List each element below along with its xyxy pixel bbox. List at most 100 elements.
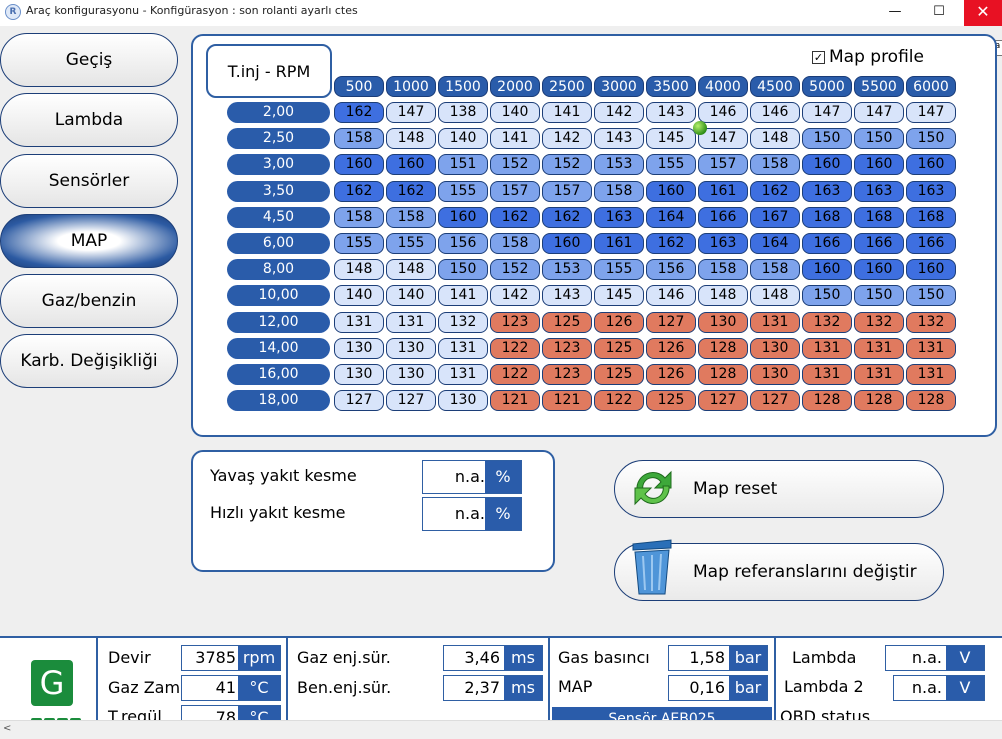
map-cell[interactable]: 131 bbox=[334, 312, 384, 333]
scroll-left-icon[interactable]: < bbox=[3, 723, 12, 734]
map-cell[interactable]: 157 bbox=[542, 181, 592, 202]
map-cell[interactable]: 164 bbox=[750, 233, 800, 254]
map-cell[interactable]: 123 bbox=[542, 364, 592, 385]
map-cell[interactable]: 158 bbox=[334, 128, 384, 149]
map-cell[interactable]: 162 bbox=[334, 181, 384, 202]
map-cell[interactable]: 121 bbox=[542, 390, 592, 411]
map-cell[interactable]: 157 bbox=[490, 181, 540, 202]
map-cell[interactable]: 161 bbox=[594, 233, 644, 254]
map-cell[interactable]: 158 bbox=[490, 233, 540, 254]
map-cell[interactable]: 147 bbox=[802, 102, 852, 123]
nav-item-5[interactable]: Karb. Değişikliği bbox=[0, 334, 178, 388]
map-cell[interactable]: 141 bbox=[542, 102, 592, 123]
map-cell[interactable]: 126 bbox=[594, 312, 644, 333]
map-cell[interactable]: 148 bbox=[750, 128, 800, 149]
map-cell[interactable]: 160 bbox=[802, 259, 852, 280]
map-cell[interactable]: 153 bbox=[594, 154, 644, 175]
map-cell[interactable]: 164 bbox=[646, 207, 696, 228]
map-cell[interactable]: 128 bbox=[698, 364, 748, 385]
map-cell[interactable]: 158 bbox=[334, 207, 384, 228]
map-cell[interactable]: 125 bbox=[542, 312, 592, 333]
checkbox-check-icon[interactable]: ✓ bbox=[812, 51, 825, 64]
map-cell[interactable]: 150 bbox=[906, 128, 956, 149]
map-cell[interactable]: 126 bbox=[646, 338, 696, 359]
change-map-references-button[interactable]: Map referanslarını değiştir bbox=[614, 539, 944, 601]
map-cell[interactable]: 166 bbox=[698, 207, 748, 228]
map-profile-checkbox[interactable]: ✓ Map profile bbox=[812, 47, 924, 67]
map-cell[interactable]: 166 bbox=[906, 233, 956, 254]
map-cell[interactable]: 142 bbox=[542, 128, 592, 149]
map-cell[interactable]: 155 bbox=[386, 233, 436, 254]
map-cell[interactable]: 150 bbox=[438, 259, 488, 280]
map-cell[interactable]: 163 bbox=[854, 181, 904, 202]
map-cell[interactable]: 130 bbox=[750, 364, 800, 385]
close-button[interactable]: ✕ bbox=[964, 0, 1002, 26]
map-cell[interactable]: 163 bbox=[802, 181, 852, 202]
map-cell[interactable]: 150 bbox=[854, 128, 904, 149]
map-cell[interactable]: 148 bbox=[386, 259, 436, 280]
map-cell[interactable]: 150 bbox=[802, 128, 852, 149]
map-cell[interactable]: 130 bbox=[750, 338, 800, 359]
map-cell[interactable]: 138 bbox=[438, 102, 488, 123]
map-cell[interactable]: 150 bbox=[906, 285, 956, 306]
map-cell[interactable]: 145 bbox=[594, 285, 644, 306]
map-cell[interactable]: 152 bbox=[490, 259, 540, 280]
map-cell[interactable]: 132 bbox=[802, 312, 852, 333]
map-cell[interactable]: 126 bbox=[646, 364, 696, 385]
map-cell[interactable]: 146 bbox=[750, 102, 800, 123]
map-cell[interactable]: 131 bbox=[802, 364, 852, 385]
map-cell[interactable]: 160 bbox=[802, 154, 852, 175]
map-cell[interactable]: 162 bbox=[334, 102, 384, 123]
map-cell[interactable]: 160 bbox=[334, 154, 384, 175]
map-reset-button[interactable]: Map reset bbox=[614, 460, 944, 518]
map-cell[interactable]: 160 bbox=[386, 154, 436, 175]
map-cell[interactable]: 156 bbox=[438, 233, 488, 254]
map-cell[interactable]: 147 bbox=[386, 102, 436, 123]
map-cell[interactable]: 148 bbox=[698, 285, 748, 306]
map-cell[interactable]: 158 bbox=[594, 181, 644, 202]
map-cell[interactable]: 130 bbox=[334, 364, 384, 385]
map-cell[interactable]: 131 bbox=[438, 338, 488, 359]
map-cell[interactable]: 130 bbox=[386, 338, 436, 359]
map-cell[interactable]: 131 bbox=[906, 364, 956, 385]
map-cell[interactable]: 143 bbox=[646, 102, 696, 123]
map-cell[interactable]: 123 bbox=[542, 338, 592, 359]
map-cell[interactable]: 140 bbox=[490, 102, 540, 123]
map-cell[interactable]: 127 bbox=[698, 390, 748, 411]
map-cell[interactable]: 155 bbox=[334, 233, 384, 254]
map-cell[interactable]: 153 bbox=[542, 259, 592, 280]
map-cell[interactable]: 168 bbox=[906, 207, 956, 228]
map-cell[interactable]: 150 bbox=[854, 285, 904, 306]
map-cell[interactable]: 148 bbox=[386, 128, 436, 149]
map-cell[interactable]: 163 bbox=[594, 207, 644, 228]
map-cell[interactable]: 130 bbox=[334, 338, 384, 359]
map-cell[interactable]: 160 bbox=[906, 259, 956, 280]
map-cell[interactable]: 132 bbox=[854, 312, 904, 333]
map-cell[interactable]: 163 bbox=[906, 181, 956, 202]
map-cell[interactable]: 132 bbox=[438, 312, 488, 333]
map-cell[interactable]: 122 bbox=[490, 364, 540, 385]
map-cell[interactable]: 142 bbox=[594, 102, 644, 123]
maximize-button[interactable]: ☐ bbox=[933, 4, 945, 19]
map-cell[interactable]: 152 bbox=[542, 154, 592, 175]
map-cell[interactable]: 146 bbox=[698, 102, 748, 123]
map-cell[interactable]: 158 bbox=[698, 259, 748, 280]
map-cell[interactable]: 131 bbox=[906, 338, 956, 359]
map-cell[interactable]: 125 bbox=[594, 364, 644, 385]
map-cell[interactable]: 127 bbox=[646, 312, 696, 333]
map-cell[interactable]: 147 bbox=[854, 102, 904, 123]
nav-item-1[interactable]: Lambda bbox=[0, 93, 178, 147]
nav-item-0[interactable]: Geçiş bbox=[0, 33, 178, 87]
map-cell[interactable]: 158 bbox=[386, 207, 436, 228]
map-cell[interactable]: 166 bbox=[802, 233, 852, 254]
map-cell[interactable]: 140 bbox=[386, 285, 436, 306]
map-cell[interactable]: 141 bbox=[438, 285, 488, 306]
map-cell[interactable]: 158 bbox=[750, 259, 800, 280]
map-cell[interactable]: 168 bbox=[854, 207, 904, 228]
map-cell[interactable]: 147 bbox=[698, 128, 748, 149]
map-cell[interactable]: 128 bbox=[802, 390, 852, 411]
map-cell[interactable]: 146 bbox=[646, 285, 696, 306]
map-cell[interactable]: 167 bbox=[750, 207, 800, 228]
map-cell[interactable]: 148 bbox=[750, 285, 800, 306]
map-cell[interactable]: 125 bbox=[646, 390, 696, 411]
